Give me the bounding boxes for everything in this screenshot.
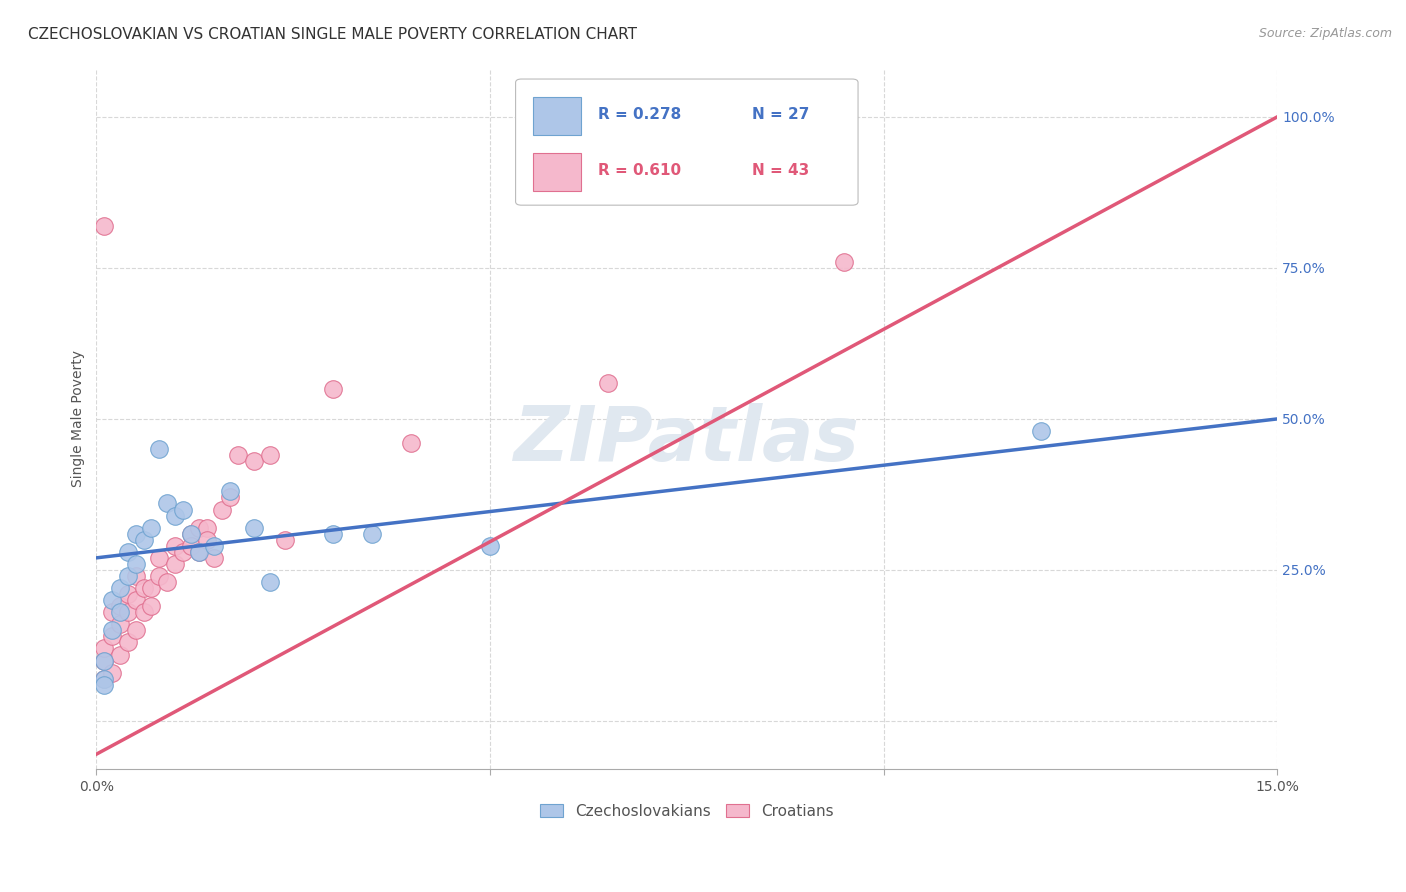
Point <box>108 617 131 632</box>
Point <box>93 219 115 233</box>
Text: R = 0.610: R = 0.610 <box>598 162 682 178</box>
Point <box>479 539 502 553</box>
Point <box>108 599 131 614</box>
Point <box>322 526 344 541</box>
Point <box>180 526 202 541</box>
Point <box>243 521 266 535</box>
Point <box>259 448 281 462</box>
Point <box>148 550 170 565</box>
FancyBboxPatch shape <box>533 96 581 135</box>
Text: CZECHOSLOVAKIAN VS CROATIAN SINGLE MALE POVERTY CORRELATION CHART: CZECHOSLOVAKIAN VS CROATIAN SINGLE MALE … <box>28 27 637 42</box>
Point <box>93 654 115 668</box>
Point <box>211 502 233 516</box>
Text: Source: ZipAtlas.com: Source: ZipAtlas.com <box>1258 27 1392 40</box>
Point <box>141 581 163 595</box>
FancyBboxPatch shape <box>516 79 858 205</box>
FancyBboxPatch shape <box>533 153 581 191</box>
Point <box>93 641 115 656</box>
Point <box>93 654 115 668</box>
Point <box>108 648 131 662</box>
Point <box>274 533 297 547</box>
Text: N = 27: N = 27 <box>752 106 808 121</box>
Point <box>596 376 619 390</box>
Point <box>165 557 187 571</box>
Point <box>132 581 155 595</box>
Point <box>180 526 202 541</box>
Point <box>117 545 139 559</box>
Point <box>195 521 218 535</box>
Point <box>132 605 155 619</box>
Point <box>172 502 194 516</box>
Point <box>93 672 115 686</box>
Point <box>172 545 194 559</box>
Point <box>226 448 249 462</box>
Point <box>101 605 124 619</box>
Point <box>156 496 179 510</box>
Point <box>187 545 209 559</box>
Point <box>117 587 139 601</box>
Point <box>117 605 139 619</box>
Point <box>195 533 218 547</box>
Point <box>101 593 124 607</box>
Point <box>125 569 148 583</box>
Text: R = 0.278: R = 0.278 <box>598 106 682 121</box>
Point <box>101 624 124 638</box>
Point <box>361 526 384 541</box>
Point <box>165 539 187 553</box>
Point <box>204 539 226 553</box>
Point <box>219 484 242 499</box>
Point <box>204 550 226 565</box>
Point <box>148 442 170 456</box>
Point <box>108 605 131 619</box>
Point <box>108 581 131 595</box>
Point <box>101 665 124 680</box>
Point <box>117 569 139 583</box>
Point <box>219 491 242 505</box>
Point <box>93 678 115 692</box>
Text: ZIPatlas: ZIPatlas <box>513 403 860 477</box>
Point <box>187 545 209 559</box>
Point <box>125 593 148 607</box>
Text: N = 43: N = 43 <box>752 162 808 178</box>
Point <box>243 454 266 468</box>
Point <box>259 574 281 589</box>
Point <box>832 255 855 269</box>
Point <box>401 436 423 450</box>
Point <box>141 599 163 614</box>
Point <box>132 533 155 547</box>
Point <box>187 521 209 535</box>
Point <box>180 539 202 553</box>
Point <box>101 629 124 643</box>
Point <box>125 624 148 638</box>
Point <box>125 526 148 541</box>
Point <box>148 569 170 583</box>
Point <box>93 672 115 686</box>
Legend: Czechoslovakians, Croatians: Czechoslovakians, Croatians <box>534 797 839 825</box>
Point <box>125 557 148 571</box>
Point <box>322 382 344 396</box>
Point <box>117 635 139 649</box>
Point <box>156 574 179 589</box>
Point <box>165 508 187 523</box>
Point <box>1029 424 1052 438</box>
Point <box>141 521 163 535</box>
Y-axis label: Single Male Poverty: Single Male Poverty <box>72 351 86 487</box>
